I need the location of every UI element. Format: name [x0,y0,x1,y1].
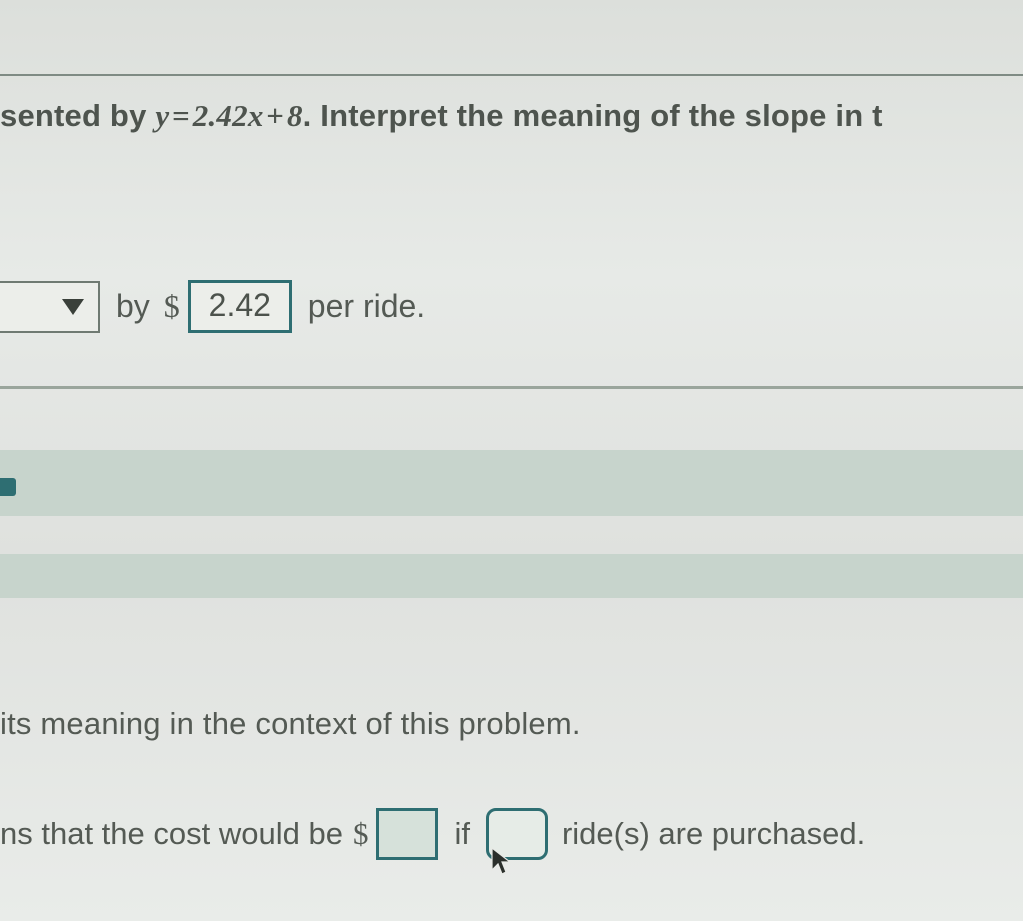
exercise-page: sented by y = 2.42x + 8. Interpret the m… [0,0,1023,921]
by-text: by [116,288,150,325]
lead-text: ns that the cost would be [0,816,343,852]
slope-value-input[interactable]: 2.42 [188,280,292,333]
rides-input[interactable] [486,808,548,860]
action-button-stub[interactable] [0,478,16,496]
currency-symbol: $ [164,288,180,325]
cost-input[interactable] [376,808,438,860]
section-band-2 [0,554,1023,598]
rides-text: ride(s) are purchased. [562,816,865,852]
section-band-1 [0,450,1023,516]
per-ride-text: per ride. [308,288,425,325]
chevron-down-icon [62,299,84,315]
currency-symbol-2: $ [353,816,369,852]
answer-row-1: by $ 2.42 per ride. [0,280,1023,333]
question-text-top: sented by y = 2.42x + 8. Interpret the m… [0,74,1023,218]
answer-row-2: ns that the cost would be $ if ride(s) a… [0,808,1023,860]
equation: y = 2.42x + 8 [155,98,302,133]
divider [0,386,1023,389]
if-text: if [454,816,470,852]
question-fragment-pre: sented by [0,98,155,133]
question-fragment-post: . Interpret the meaning of the slope in … [303,98,883,133]
direction-dropdown[interactable] [0,281,100,333]
question-text-bottom: its meaning in the context of this probl… [0,706,1023,742]
